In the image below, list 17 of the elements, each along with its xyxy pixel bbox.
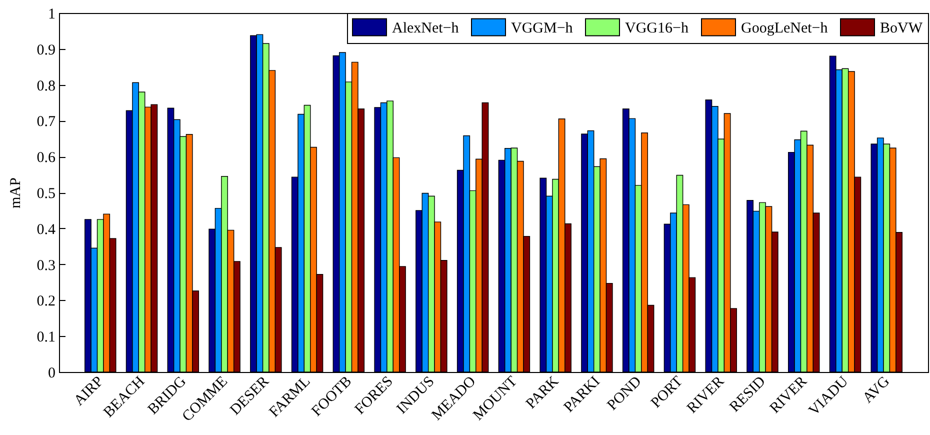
y-tick-label: 0.5 [36,186,56,202]
legend-label: VGGM−h [511,20,574,36]
y-tick-label: 0.9 [36,42,56,58]
legend-label: VGG16−h [625,20,689,36]
y-tick-label: 0 [48,366,56,382]
y-axis-title: mAP [8,178,24,208]
legend-label: AlexNet−h [392,20,460,36]
y-tick-label: 0.1 [36,330,56,346]
legend-label: BoVW [880,20,924,36]
legend-label: GoogLeNet−h [741,20,828,36]
y-tick-label: 0.4 [36,222,56,238]
y-tick-label: 1 [48,6,56,22]
y-tick-label: 0.8 [36,78,56,94]
y-tick-label: 0.7 [36,114,56,130]
y-tick-label: 0.2 [36,294,56,310]
y-tick-label: 0.3 [36,258,56,274]
y-tick-label: 0.6 [36,150,56,166]
